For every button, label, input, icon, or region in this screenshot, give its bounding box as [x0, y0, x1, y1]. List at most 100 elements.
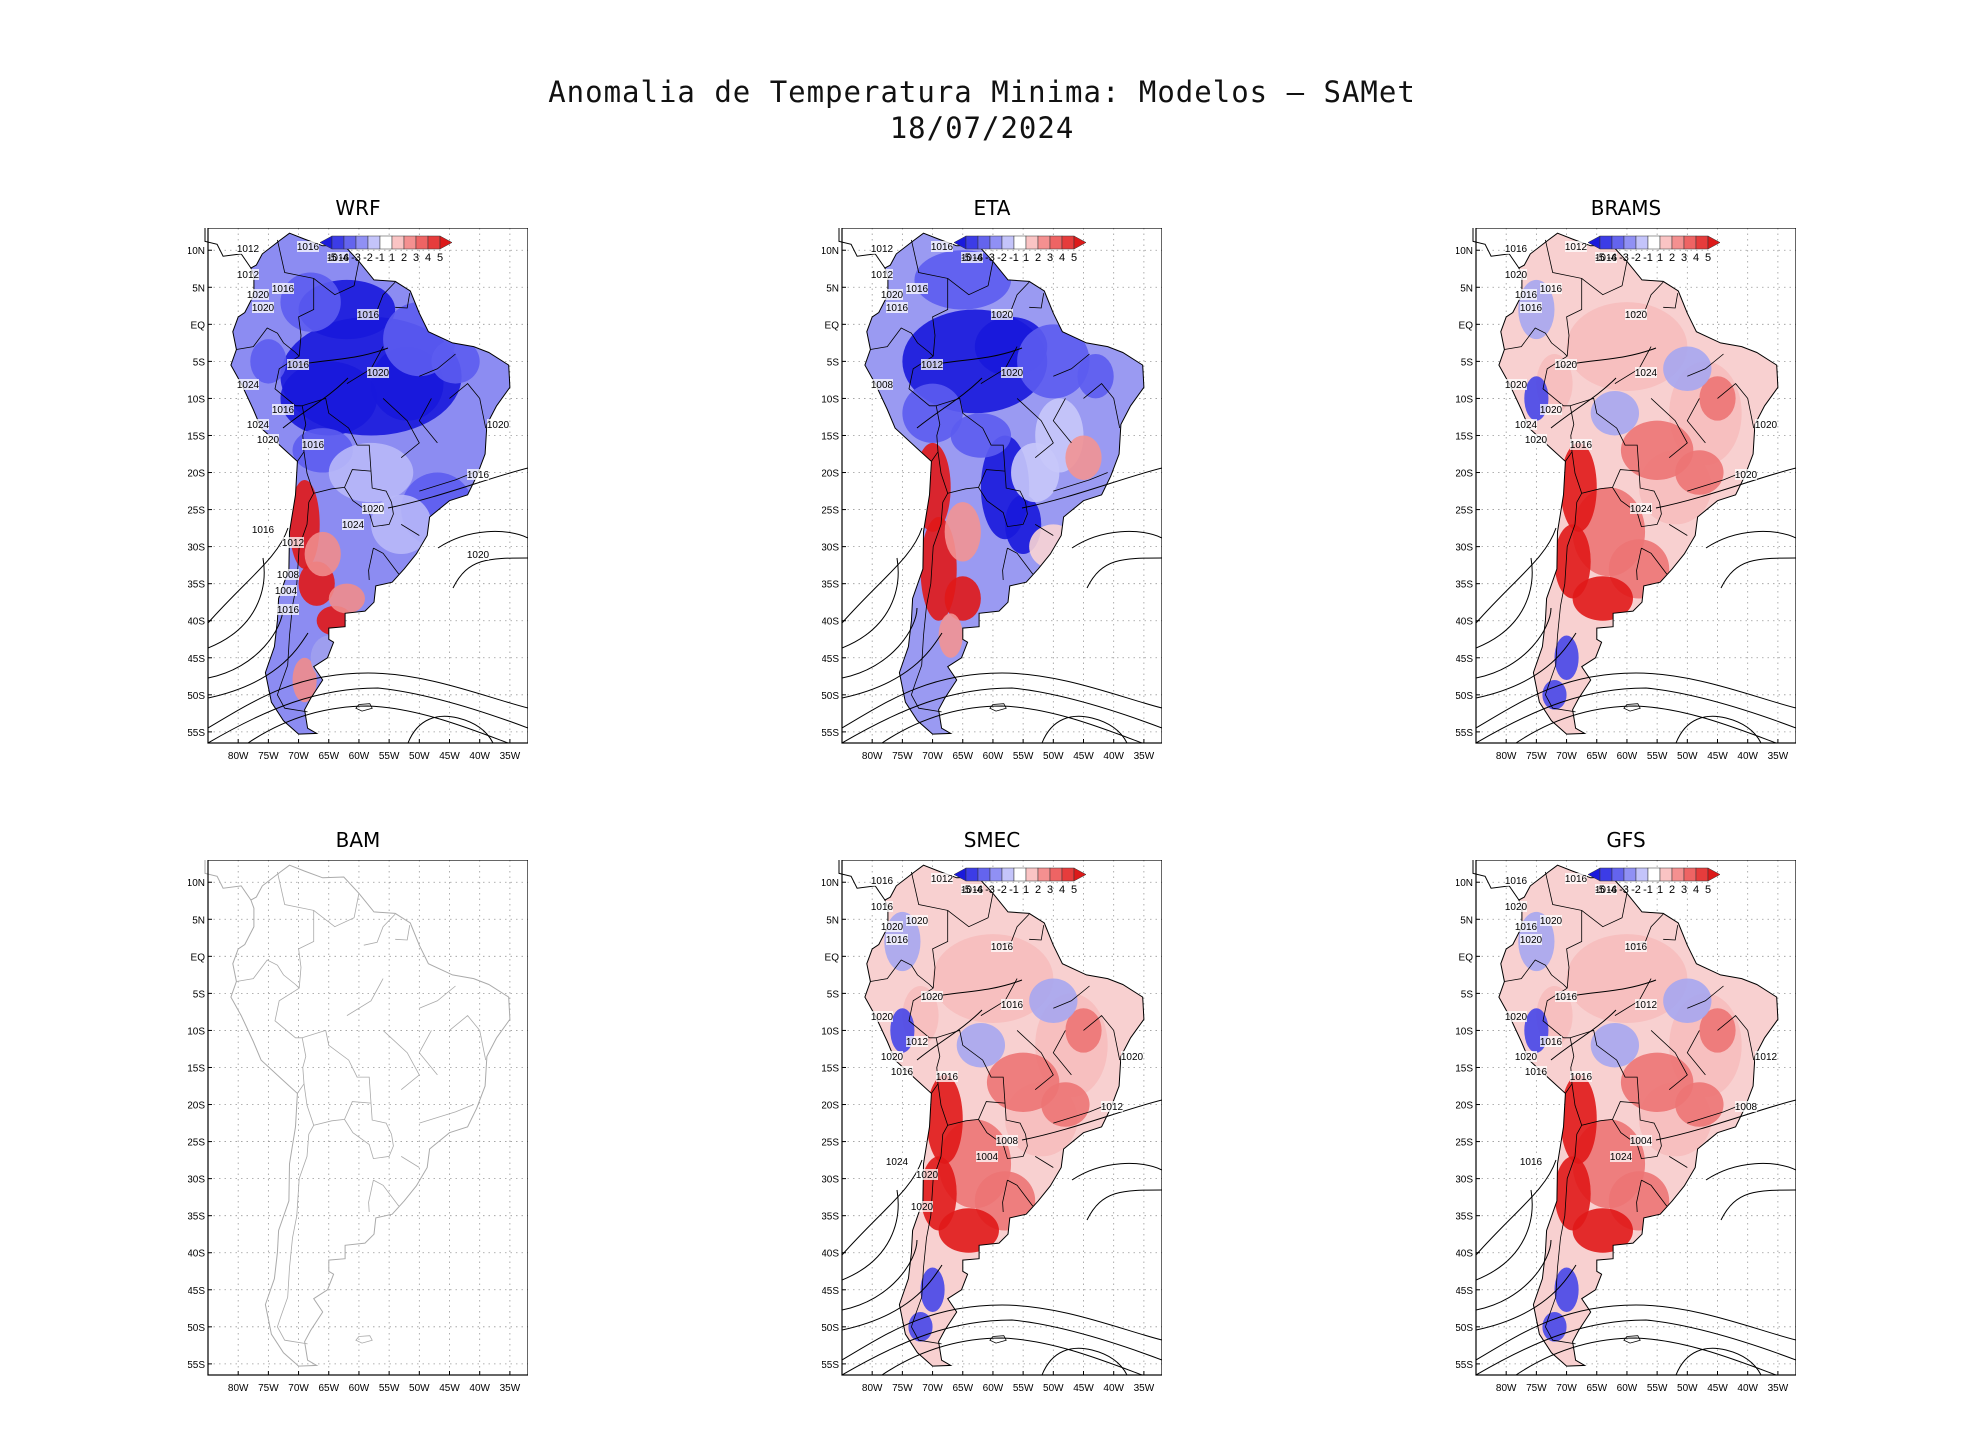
colorbar-tick-label: 5 — [1705, 252, 1711, 264]
anomaly-cell — [1554, 524, 1591, 599]
isobar-label: 1016 — [1540, 284, 1563, 295]
y-tick-label: 40S — [188, 617, 205, 628]
x-tick-label: 50W — [1677, 1383, 1698, 1394]
isobar-label: 1020 — [252, 303, 275, 314]
isobar-label: 1020 — [1625, 310, 1648, 321]
isobar-label: 1016 — [961, 885, 984, 896]
isobar-label-bg — [936, 1071, 958, 1082]
isobar-label: 1020 — [906, 916, 929, 927]
country-border — [1016, 1030, 1054, 1091]
x-tick-label: 35W — [1768, 751, 1789, 762]
x-tick-label: 60W — [983, 751, 1004, 762]
colorbar-tick-label: -5 — [961, 252, 971, 264]
y-tick-label: 45S — [822, 1286, 839, 1297]
anomaly-cell — [1560, 442, 1597, 532]
colorbar-segment — [343, 235, 357, 250]
isobar-label-bg — [327, 252, 349, 263]
isobar-label: 1016 — [891, 1067, 914, 1078]
colorbar-segment — [1013, 867, 1027, 882]
colorbar-segment — [1623, 867, 1637, 882]
anomaly-cell — [1560, 1074, 1597, 1164]
isobar-label-bg — [961, 884, 983, 895]
country-border — [297, 405, 307, 462]
anomaly-cell — [1699, 376, 1736, 421]
y-tick-label: 20S — [188, 1101, 205, 1112]
country-border — [1663, 925, 1679, 941]
isobar-label: 1012 — [1635, 1000, 1658, 1011]
isobar-line — [208, 687, 528, 743]
anomaly-cell — [1572, 576, 1633, 621]
x-tick-label: 50W — [1677, 751, 1698, 762]
y-tick-label: 20S — [188, 469, 205, 480]
anomaly-cell — [1590, 1023, 1640, 1068]
isobar-label: 1016 — [1520, 303, 1543, 314]
isobar-line — [1720, 1189, 1796, 1221]
x-tick-label: 55W — [379, 1383, 400, 1394]
country-border — [1668, 524, 1688, 536]
country-border — [302, 397, 372, 472]
y-tick-label: 45S — [188, 654, 205, 665]
gridlines — [208, 860, 528, 1375]
isobar-label-bg — [906, 1036, 928, 1047]
y-tick-label: 35S — [188, 580, 205, 591]
country-border — [1565, 1037, 1575, 1094]
country-border — [1668, 1156, 1688, 1168]
isobar-label-bg — [921, 359, 943, 370]
isobar-label-bg — [257, 434, 279, 445]
isobar-label: 1020 — [1525, 435, 1548, 446]
isobar-label: 1016 — [277, 605, 300, 616]
isobar-label-bg — [871, 269, 893, 280]
anomaly-cell — [1041, 1082, 1090, 1127]
colorbar-segment — [415, 235, 429, 250]
coastline — [864, 232, 1145, 735]
country-border — [870, 959, 934, 989]
country-border — [353, 893, 360, 918]
isobar-label-bg — [1515, 289, 1537, 300]
colorbar-segment — [355, 235, 369, 250]
isobar-line — [407, 715, 494, 743]
panel-wrf: WRF 1012 1016 1016 1012 1016 1020 1020 1016 1016… — [188, 196, 528, 768]
isobar-line — [1086, 557, 1162, 589]
isobar-label-bg — [881, 921, 903, 932]
isobar-label: 1020 — [911, 1202, 934, 1213]
country-border — [1565, 405, 1575, 462]
country-border — [1083, 1015, 1121, 1061]
anomaly-cell — [1065, 435, 1102, 480]
isobar-label: 1020 — [367, 368, 390, 379]
isobar-label: 1020 — [1540, 916, 1563, 927]
colorbar-tick-label: -5 — [961, 884, 971, 896]
panel-title: GFS — [1606, 828, 1646, 852]
anomaly-cell — [950, 413, 1012, 458]
y-tick-label: 5N — [1460, 915, 1473, 926]
x-tick-label: 35W — [1134, 1383, 1155, 1394]
isobar-label: 1016 — [252, 525, 275, 536]
y-tick-label: EQ — [1459, 320, 1474, 331]
colorbar-segment — [427, 235, 441, 250]
x-tick-label: 45W — [439, 751, 460, 762]
anomaly-cell — [1566, 934, 1688, 1024]
country-border — [373, 547, 400, 575]
figure-title-line1: Anomalia de Temperatura Minima: Modelos … — [548, 75, 1416, 109]
country-border — [910, 1125, 949, 1345]
y-tick-label: 30S — [822, 543, 839, 554]
colorbar-tick-label: -3 — [985, 252, 995, 264]
isobar-label-bg — [1735, 469, 1757, 480]
coastline — [864, 864, 1145, 1367]
x-tick-label: 80W — [228, 1383, 249, 1394]
isobar-label: 1024 — [886, 1157, 909, 1168]
anomaly-cell — [1065, 1008, 1102, 1053]
map-smec: 1016 101210161016102010201016101610201020… — [822, 860, 1162, 1394]
country-border — [353, 261, 360, 286]
anomaly-cell — [1029, 978, 1078, 1024]
y-tick-label: 35S — [1456, 1212, 1473, 1223]
colorbar-segment — [1635, 867, 1649, 882]
colorbar-tick-label: 4 — [1059, 884, 1065, 896]
isobar-label: 1004 — [1630, 1136, 1653, 1147]
country-border — [1545, 871, 1583, 989]
y-tick-label: 35S — [822, 580, 839, 591]
country-border — [1053, 353, 1090, 377]
y-tick-label: 5N — [1460, 283, 1473, 294]
country-border — [395, 293, 411, 309]
colorbar-tick-label: -5 — [1595, 252, 1605, 264]
isobar-label-bg — [886, 934, 908, 945]
